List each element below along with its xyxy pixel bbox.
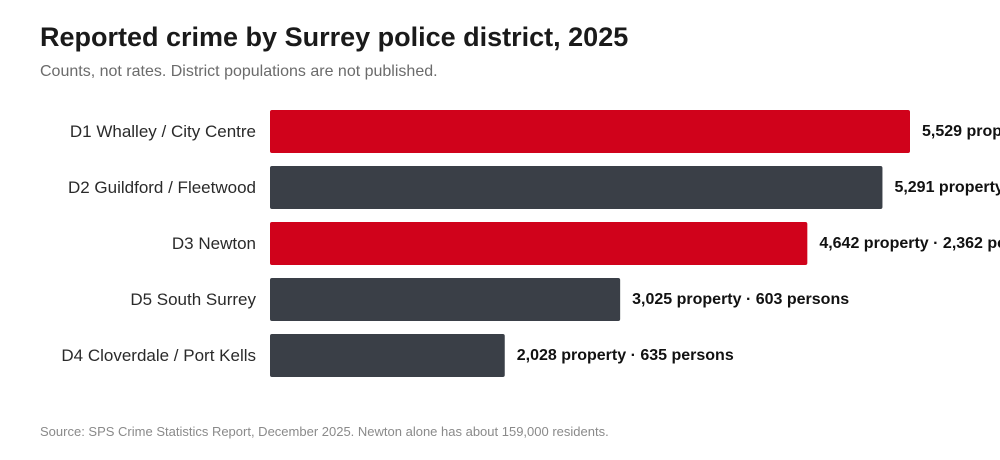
chart-subtitle: Counts, not rates. District populations … [40, 63, 438, 80]
chart-title: Reported crime by Surrey police district… [40, 22, 629, 52]
bar-row: D5 South Surrey 3,025 property · 603 pers… [130, 278, 849, 321]
category-label: D1 Whalley / City Centre [70, 122, 256, 141]
bar [270, 166, 883, 209]
bar [270, 278, 621, 321]
value-label: 2,028 property · 635 persons [517, 347, 734, 364]
bar-chart: D1 Whalley / City Centre 5,529 property ·… [61, 110, 1000, 377]
category-label: D4 Cloverdale / Port Kells [61, 346, 256, 365]
bar-row: D4 Cloverdale / Port Kells 2,028 property… [61, 334, 734, 377]
source-note: Source: SPS Crime Statistics Report, Dec… [40, 424, 609, 439]
bar-row: D2 Guildford / Fleetwood 5,291 property ·… [68, 166, 1000, 209]
value-label: 3,025 property · 603 persons [632, 291, 849, 308]
bar [270, 110, 910, 153]
bar-row: D3 Newton 4,642 property · 2,362 persons [172, 222, 1000, 265]
category-label: D5 South Surrey [130, 290, 256, 309]
value-label: 4,642 property · 2,362 persons [819, 235, 1000, 252]
category-label: D2 Guildford / Fleetwood [68, 178, 256, 197]
bar [270, 334, 505, 377]
bar-row: D1 Whalley / City Centre 5,529 property ·… [70, 110, 1000, 153]
category-label: D3 Newton [172, 234, 256, 253]
bar [270, 222, 808, 265]
value-label: 5,529 property · 2,440 persons [922, 123, 1000, 140]
value-label: 5,291 property · 1,826 persons [894, 179, 1000, 196]
